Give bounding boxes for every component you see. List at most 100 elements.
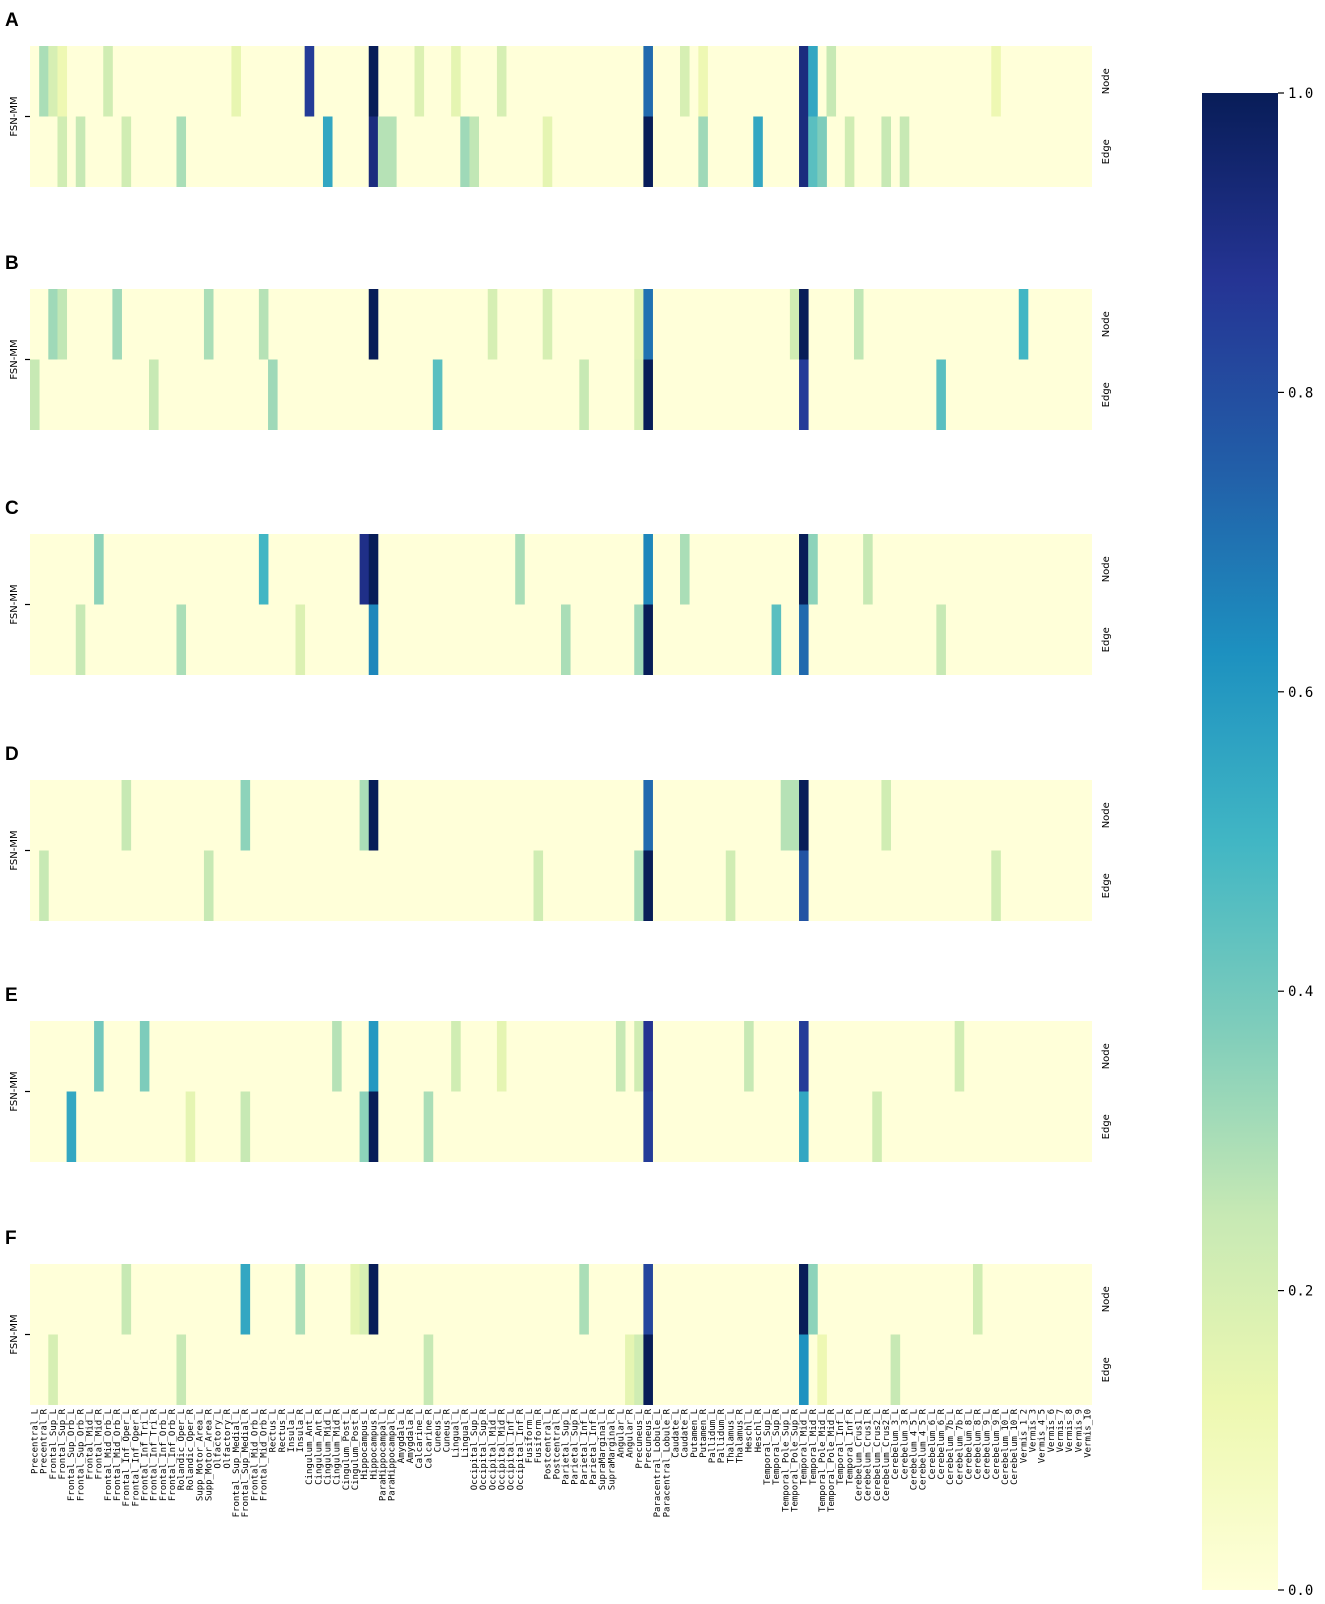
x-tick-label: Frontal_Sup_Medial_L <box>232 1409 242 1517</box>
x-tick-label: Cerebelum_4_5_L <box>909 1409 919 1490</box>
row-label-node: Node <box>1101 802 1112 828</box>
x-tick-label: Cerebelum_7b_L <box>946 1409 956 1485</box>
heatmap-cell <box>972 1264 983 1335</box>
colorbar-tick-label: 0.6 <box>1288 685 1313 701</box>
heatmap-cell <box>853 289 864 360</box>
y-axis-label: FSN-MM <box>9 96 20 136</box>
heatmap-cell <box>268 359 278 430</box>
heatmap-cell <box>203 289 214 360</box>
heatmap-cell <box>94 534 104 605</box>
heatmap-cell <box>643 289 653 360</box>
heatmap-cell <box>368 534 379 605</box>
heatmap-cell <box>872 1091 882 1162</box>
heatmap-cell <box>368 116 379 187</box>
x-tick-label: Cerebelum_9_L <box>983 1409 993 1479</box>
heatmap-cell <box>771 604 782 675</box>
heatmap-cell <box>359 1091 370 1162</box>
heatmap-cell <box>423 1091 434 1162</box>
x-tick-label: Lingual_L <box>452 1409 462 1458</box>
heatmap-background <box>30 1264 1092 1405</box>
heatmap-cell <box>753 116 763 187</box>
x-tick-label: Cerebelum_4_5_R <box>919 1408 929 1490</box>
heatmap-cell <box>39 46 49 117</box>
colorbar-tick-label: 1.0 <box>1288 86 1313 102</box>
x-tick-label: Paracentral_Lobule_L <box>653 1409 663 1517</box>
x-tick-label: Frontal_Sup_Medial_R <box>241 1408 251 1517</box>
heatmap-cell <box>579 359 589 430</box>
row-label-node: Node <box>1101 311 1112 337</box>
x-tick-label: Vermis_4_5 <box>1038 1409 1048 1463</box>
heatmap-cell <box>780 780 791 851</box>
heatmap-cell <box>561 604 571 675</box>
heatmap-cell <box>643 46 653 117</box>
heatmap-cell <box>57 46 68 117</box>
x-tick-label: Cerebelum_3_L <box>891 1409 901 1479</box>
heatmap-cell <box>332 1021 342 1092</box>
heatmap-cell <box>121 116 132 187</box>
heatmap-cell <box>698 116 708 187</box>
heatmap-cell <box>799 359 809 430</box>
heatmap-cell <box>149 359 159 430</box>
x-tick-label: Putamen_L <box>690 1409 700 1458</box>
x-tick-label: Temporal_Sup_L <box>763 1409 773 1485</box>
heatmap-cell <box>643 780 653 851</box>
x-tick-label: ParaHippocampal_L <box>378 1409 388 1501</box>
heatmap-cell <box>991 46 1001 117</box>
x-tick-label: Calcarine_R <box>424 1408 434 1468</box>
heatmap-cell <box>799 1264 809 1335</box>
x-tick-label: Frontal_Mid_R <box>95 1408 105 1479</box>
y-axis-label: FSN-MM <box>9 830 20 870</box>
heatmap-cell <box>808 534 818 605</box>
x-tick-label: Temporal_Inf_R <box>845 1408 855 1484</box>
x-tick-label: Frontal_Inf_Oper_R <box>131 1408 141 1506</box>
colorbar: 0.0 0.2 0.4 0.6 0.8 1.0 <box>1202 86 1313 1599</box>
heatmap-cell <box>533 850 544 921</box>
heatmap-cell <box>359 780 370 851</box>
heatmap-cell <box>799 289 809 360</box>
heatmap-cell <box>496 46 507 117</box>
heatmap-cell <box>57 116 68 187</box>
y-axis-label: FSN-MM <box>9 1314 20 1354</box>
x-tick-label: Vermis_3 <box>1028 1409 1038 1452</box>
x-tick-label: Cerebelum_Crus2_R <box>882 1408 892 1501</box>
x-tick-label: Occipital_Mid_R <box>497 1408 507 1490</box>
x-tick-label: Occipital_Inf_R <box>516 1408 526 1490</box>
heatmap-cell <box>844 116 855 187</box>
panel-E: E FSN-MM Node Edge <box>5 985 1112 1162</box>
x-tick-label: Paracentral_Lobule_R <box>662 1408 672 1517</box>
heatmap-cell <box>826 46 837 117</box>
heatmap-cell <box>414 46 425 117</box>
heatmap-cell <box>57 289 68 360</box>
heatmap-cell <box>643 1264 653 1335</box>
x-tick-label: Cingulum_Mid_L <box>324 1409 334 1485</box>
x-tick-label: Occipital_Inf_L <box>507 1409 517 1490</box>
heatmap-cell <box>121 1264 132 1335</box>
heatmap-cell <box>643 359 653 430</box>
x-tick-label: Precuneus_L <box>635 1409 645 1469</box>
x-tick-label: Hippocampus_R <box>369 1408 379 1479</box>
x-tick-label: Insula_R <box>296 1408 306 1452</box>
x-tick-label: Cerebelum_8_R <box>974 1408 984 1479</box>
x-tick-label: Frontal_Inf_Oper_L <box>122 1409 132 1507</box>
heatmap-cell <box>863 534 873 605</box>
heatmap-cell <box>368 289 379 360</box>
heatmap-cell <box>368 780 379 851</box>
x-tick-label: Caudate_R <box>681 1408 691 1457</box>
heatmap-cell <box>615 1021 626 1092</box>
panel-letter: E <box>5 985 18 1006</box>
heatmap-cell <box>368 1264 379 1335</box>
row-label-node: Node <box>1101 68 1112 94</box>
heatmap-cell <box>304 46 315 117</box>
heatmap-cell <box>48 289 58 360</box>
x-tick-label: Frontal_Mid_Orb_R <box>113 1408 123 1501</box>
heatmap-cell <box>643 850 653 921</box>
x-tick-label: Vermis_6 <box>1047 1409 1057 1452</box>
heatmap-cell <box>39 850 49 921</box>
heatmap-cell <box>75 604 86 675</box>
x-tick-label: Cuneus_R <box>443 1408 453 1452</box>
heatmap-cell <box>295 1264 306 1335</box>
x-tick-label: SupraMarginal_R <box>607 1408 617 1490</box>
x-tick-label: Cerebelum_7b_R <box>955 1408 965 1484</box>
x-tick-label: Frontal_Sup_L <box>49 1409 59 1479</box>
